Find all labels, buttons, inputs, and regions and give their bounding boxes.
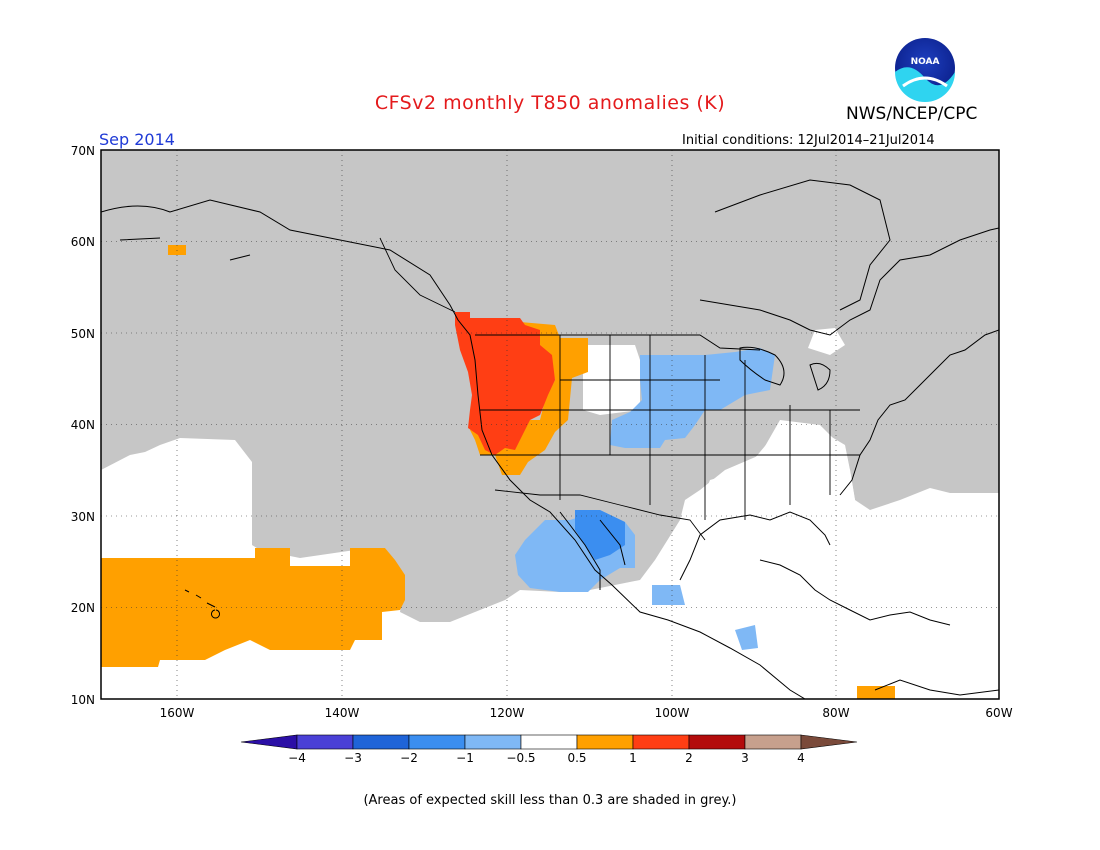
colorbar-swatch bbox=[688, 734, 746, 750]
lon-label: 120W bbox=[490, 706, 525, 720]
lon-label: 100W bbox=[655, 706, 690, 720]
colorbar-max-arrow bbox=[800, 734, 858, 750]
colorbar-tick-label: 4 bbox=[797, 751, 805, 765]
colorbar-swatch bbox=[464, 734, 522, 750]
noaa-logo-icon: NOAA bbox=[895, 38, 955, 102]
colorbar-swatch bbox=[408, 734, 466, 750]
colorbar-tick-label: −0.5 bbox=[506, 751, 535, 765]
latitude-axis: 70N 60N 50N 40N 30N 20N 10N bbox=[71, 144, 95, 707]
political-borders bbox=[379, 237, 860, 541]
no-skill-hole-lakes bbox=[808, 328, 845, 355]
no-skill-hole-texas bbox=[700, 470, 750, 520]
lon-label: 140W bbox=[325, 706, 360, 720]
lat-label: 60N bbox=[71, 235, 95, 249]
colorbar-swatch bbox=[576, 734, 634, 750]
lon-label: 80W bbox=[822, 706, 849, 720]
lat-label: 10N bbox=[71, 693, 95, 707]
colorbar-tick-label: −4 bbox=[288, 751, 306, 765]
lat-label: 50N bbox=[71, 327, 95, 341]
no-skill-hole-southeast bbox=[745, 430, 855, 510]
map-frame bbox=[100, 149, 1000, 700]
cool-anomaly-central-america bbox=[735, 625, 758, 650]
warm-anomaly-pacific bbox=[101, 548, 405, 667]
colorbar-tick-label: 3 bbox=[741, 751, 749, 765]
cool-anomaly-mexico-core bbox=[575, 510, 625, 560]
longitude-axis: 160W 140W 120W 100W 80W 60W bbox=[160, 706, 1013, 720]
colorbar-tick-label: −1 bbox=[456, 751, 474, 765]
cool-anomaly-southmexico bbox=[652, 585, 685, 605]
colorbar-tick-label: 0.5 bbox=[567, 751, 586, 765]
colorbar: −4 −3 −2 −1 −0.5 0.5 1 2 3 4 bbox=[240, 734, 858, 765]
colorbar-tick-label: −3 bbox=[344, 751, 362, 765]
initial-conditions: Initial conditions: 12Jul2014–21Jul2014 bbox=[682, 133, 935, 148]
lat-label: 30N bbox=[71, 510, 95, 524]
colorbar-swatch bbox=[520, 734, 578, 750]
colorbar-tick-label: 2 bbox=[685, 751, 693, 765]
colorbar-min-arrow bbox=[240, 734, 298, 750]
lon-label: 160W bbox=[160, 706, 195, 720]
lat-label: 20N bbox=[71, 601, 95, 615]
footnote: (Areas of expected skill less than 0.3 a… bbox=[363, 793, 737, 808]
coastlines bbox=[101, 179, 999, 699]
colorbar-swatch bbox=[744, 734, 802, 750]
map-title: CFSv2 monthly T850 anomalies (K) bbox=[374, 92, 726, 114]
warm-anomaly-northwest bbox=[455, 312, 555, 455]
agency-label: NWS/NCEP/CPC bbox=[846, 104, 978, 124]
lat-label: 40N bbox=[71, 418, 95, 432]
lon-label: 60W bbox=[985, 706, 1012, 720]
forecast-month: Sep 2014 bbox=[99, 130, 175, 149]
colorbar-tick-label: 1 bbox=[629, 751, 637, 765]
lat-label: 70N bbox=[71, 144, 95, 158]
colorbar-swatch bbox=[352, 734, 410, 750]
cool-anomaly-plains bbox=[610, 348, 775, 448]
colorbar-swatch bbox=[632, 734, 690, 750]
colorbar-tick-label: −2 bbox=[400, 751, 418, 765]
warm-anomaly-caribbean bbox=[857, 686, 895, 699]
logo-text: NOAA bbox=[911, 57, 940, 67]
colorbar-swatch bbox=[296, 734, 354, 750]
map-panel bbox=[101, 150, 999, 699]
